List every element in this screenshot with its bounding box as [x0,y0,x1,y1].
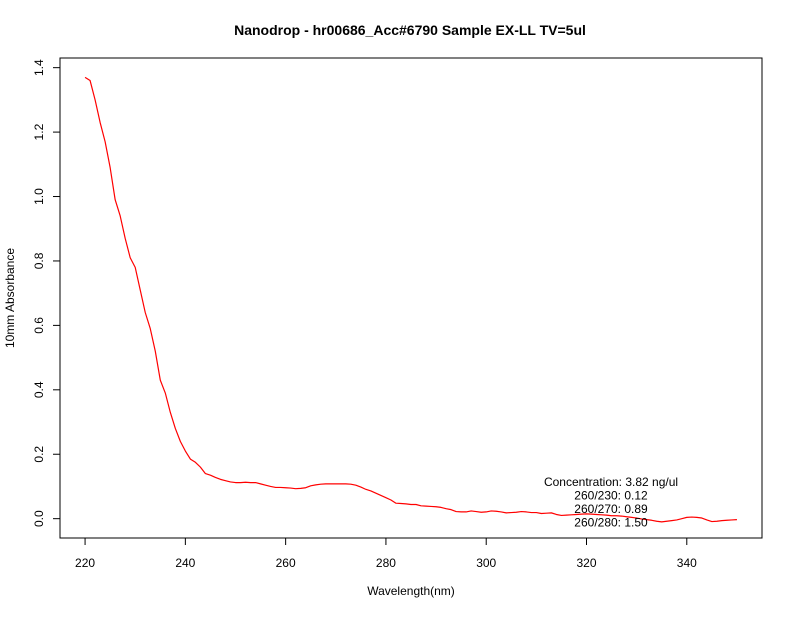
y-axis: 0.0 0.2 0.4 0.6 0.8 1.0 1.2 1.4 [32,59,61,527]
y-tick-label: 1.0 [32,188,46,205]
x-axis: 220 240 260 280 300 320 340 [75,537,697,570]
x-tick-label: 220 [75,556,95,570]
x-axis-label: Wavelength(nm) [367,584,455,598]
y-tick-label: 1.2 [32,123,46,140]
y-tick-label: 0.0 [32,510,46,527]
annotation-260-230: 260/230: 0.12 [574,489,648,503]
chart-title: Nanodrop - hr00686_Acc#6790 Sample EX-LL… [234,22,586,38]
y-tick-label: 0.6 [32,317,46,334]
x-tick-label: 320 [576,556,596,570]
y-tick-label: 1.4 [32,59,46,76]
x-tick-label: 300 [476,556,496,570]
annotation-box: Concentration: 3.82 ng/ul 260/230: 0.12 … [544,475,678,530]
y-tick-label: 0.2 [32,446,46,463]
x-tick-label: 260 [276,556,296,570]
x-tick-label: 340 [677,556,697,570]
annotation-concentration: Concentration: 3.82 ng/ul [544,475,678,489]
x-tick-label: 280 [376,556,396,570]
y-axis-label: 10mm Absorbance [3,248,17,348]
annotation-260-280: 260/280: 1.50 [574,516,648,530]
series-line-0 [84,76,737,523]
annotation-260-270: 260/270: 0.89 [574,502,648,516]
y-tick-label: 0.8 [32,252,46,269]
x-tick-label: 240 [175,556,195,570]
series-layer [84,76,737,523]
y-tick-label: 0.4 [32,381,46,398]
